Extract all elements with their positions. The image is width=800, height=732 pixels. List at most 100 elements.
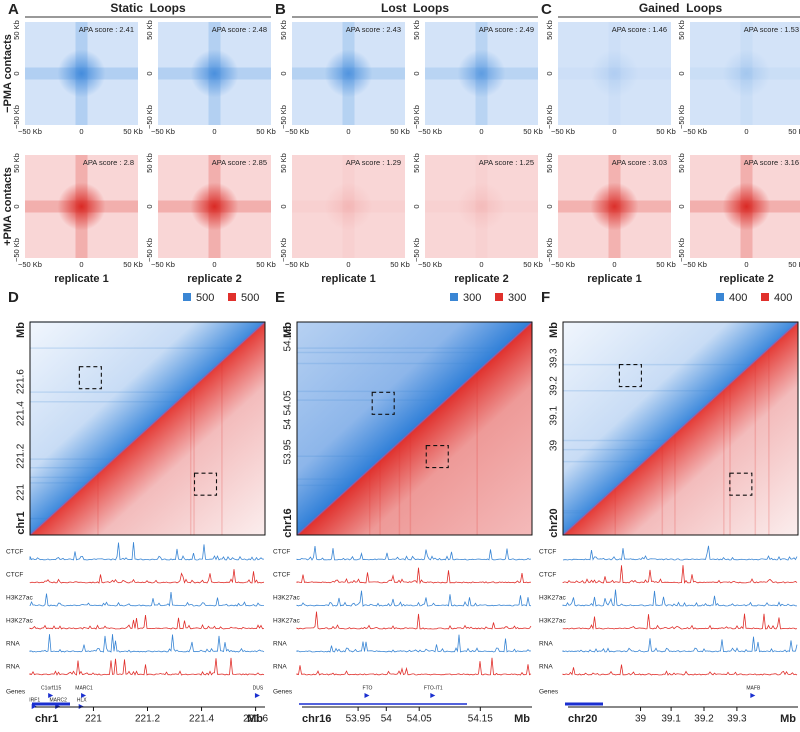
apa-score: APA score : 2.85 — [212, 158, 267, 167]
y-tick-label: −50 Kb — [279, 238, 288, 262]
x-tick-label: −50 Kb — [151, 260, 175, 269]
hic-frame — [29, 321, 266, 536]
signal-track — [296, 657, 532, 676]
hic-diagonal — [296, 321, 533, 536]
x-tick-label: 39.2 — [694, 714, 714, 725]
x-tick-label: 39 — [635, 714, 647, 725]
y-tick-label: 39 — [549, 440, 560, 452]
replicate-label: replicate 2 — [454, 273, 508, 285]
y-tick-label: 50 Kb — [545, 153, 554, 173]
loop-box — [425, 444, 449, 469]
legend-swatch — [761, 293, 769, 301]
x-tick-label: −50 Kb — [418, 260, 442, 269]
y-tick-label: −50 Kb — [279, 105, 288, 129]
apa-score: APA score : 3.16 — [744, 158, 799, 167]
legend-swatch — [450, 293, 458, 301]
hic-diagonal — [562, 321, 799, 536]
y-tick-label: 0 — [145, 71, 154, 75]
y-tick-label: 0 — [545, 204, 554, 208]
track-label: H3K27ac — [6, 595, 33, 602]
apa-score: APA score : 2.41 — [79, 25, 134, 34]
gene-name: HLX — [77, 697, 87, 703]
legend-label: 300 — [463, 292, 481, 304]
gene-name: MAFB — [746, 685, 761, 691]
gene-name: DUS — [253, 685, 264, 691]
apa-score: APA score : 2.48 — [212, 25, 267, 34]
replicate-label: replicate 2 — [187, 273, 241, 285]
x-tick-label: 0 — [744, 127, 748, 136]
signal-track — [296, 590, 532, 607]
y-tick-label: 221.2 — [16, 443, 27, 468]
x-tick-label: 54.15 — [468, 714, 493, 725]
replicate-label: replicate 1 — [321, 273, 375, 285]
gene-name: MARC2 — [49, 697, 67, 703]
apa-center — [324, 49, 373, 98]
x-tick-label: 50 Kb — [656, 260, 676, 269]
track-label: H3K27ac — [273, 618, 300, 625]
y-tick-label: 50 Kb — [545, 20, 554, 40]
y-tick-label: 0 — [279, 204, 288, 208]
gene-arrow — [254, 693, 260, 698]
x-axis-chrom: chr1 — [35, 713, 58, 725]
signal-track — [562, 589, 797, 607]
x-tick-label: −50 Kb — [151, 127, 175, 136]
signal-track — [29, 657, 265, 676]
signal-track — [296, 611, 532, 630]
track-label: RNA — [539, 664, 553, 671]
apa-score: APA score : 3.03 — [612, 158, 667, 167]
y-tick-label: 50 Kb — [145, 20, 154, 40]
y-tick-label: 0 — [279, 71, 288, 75]
y-axis-chrom: chr1 — [15, 511, 27, 534]
track-label: CTCF — [273, 572, 290, 579]
x-tick-label: 50 Kb — [390, 260, 410, 269]
panel-label: E — [275, 289, 285, 306]
apa-center — [722, 182, 771, 231]
apa-score: APA score : 1.25 — [479, 158, 534, 167]
x-tick-label: 0 — [79, 127, 83, 136]
signal-track — [29, 614, 265, 630]
x-tick-label: −50 Kb — [551, 127, 575, 136]
y-tick-label: 39.1 — [549, 406, 560, 426]
gene-name: IRF1 — [29, 697, 40, 703]
x-tick-label: 0 — [744, 260, 748, 269]
y-tick-label: 50 Kb — [145, 153, 154, 173]
y-tick-label: −50 Kb — [677, 238, 686, 262]
hic-frame — [562, 321, 799, 536]
track-label: CTCF — [273, 549, 290, 556]
signal-track — [296, 634, 532, 653]
signal-track — [29, 542, 264, 561]
x-tick-label: −50 Kb — [683, 260, 707, 269]
gene-arrow — [364, 693, 370, 698]
x-axis-chrom: chr20 — [568, 713, 597, 725]
gene-name: MARC1 — [75, 685, 93, 691]
apa-center — [590, 182, 639, 231]
signal-track — [562, 565, 798, 584]
x-tick-label: 0 — [346, 260, 350, 269]
track-label: RNA — [273, 641, 287, 648]
panel-title: Static Loops — [110, 1, 186, 15]
gene-name: C1orf115 — [41, 685, 61, 691]
x-tick-label: 221.4 — [189, 714, 214, 725]
loop-box — [193, 472, 218, 496]
y-tick-label: 221.6 — [16, 369, 27, 394]
signal-track — [562, 613, 798, 630]
y-tick-label: 53.95 — [283, 439, 294, 464]
signal-track — [296, 545, 532, 561]
hic-frame — [296, 321, 533, 536]
y-tick-label: 54.05 — [283, 390, 294, 415]
y-tick-label: 50 Kb — [412, 20, 421, 40]
track-label: RNA — [6, 641, 20, 648]
y-tick-label: −50 Kb — [145, 105, 154, 129]
x-tick-label: 53.95 — [346, 714, 371, 725]
panel-title: Lost Loops — [381, 1, 449, 15]
x-tick-label: 50 Kb — [788, 260, 800, 269]
track-label: H3K27ac — [273, 595, 300, 602]
panel-label: F — [541, 289, 550, 306]
x-tick-label: 50 Kb — [123, 127, 143, 136]
y-tick-label: 50 Kb — [677, 153, 686, 173]
y-tick-label: 0 — [412, 71, 421, 75]
x-tick-label: 50 Kb — [256, 127, 276, 136]
x-tick-label: 0 — [346, 127, 350, 136]
x-tick-label: 0 — [79, 260, 83, 269]
